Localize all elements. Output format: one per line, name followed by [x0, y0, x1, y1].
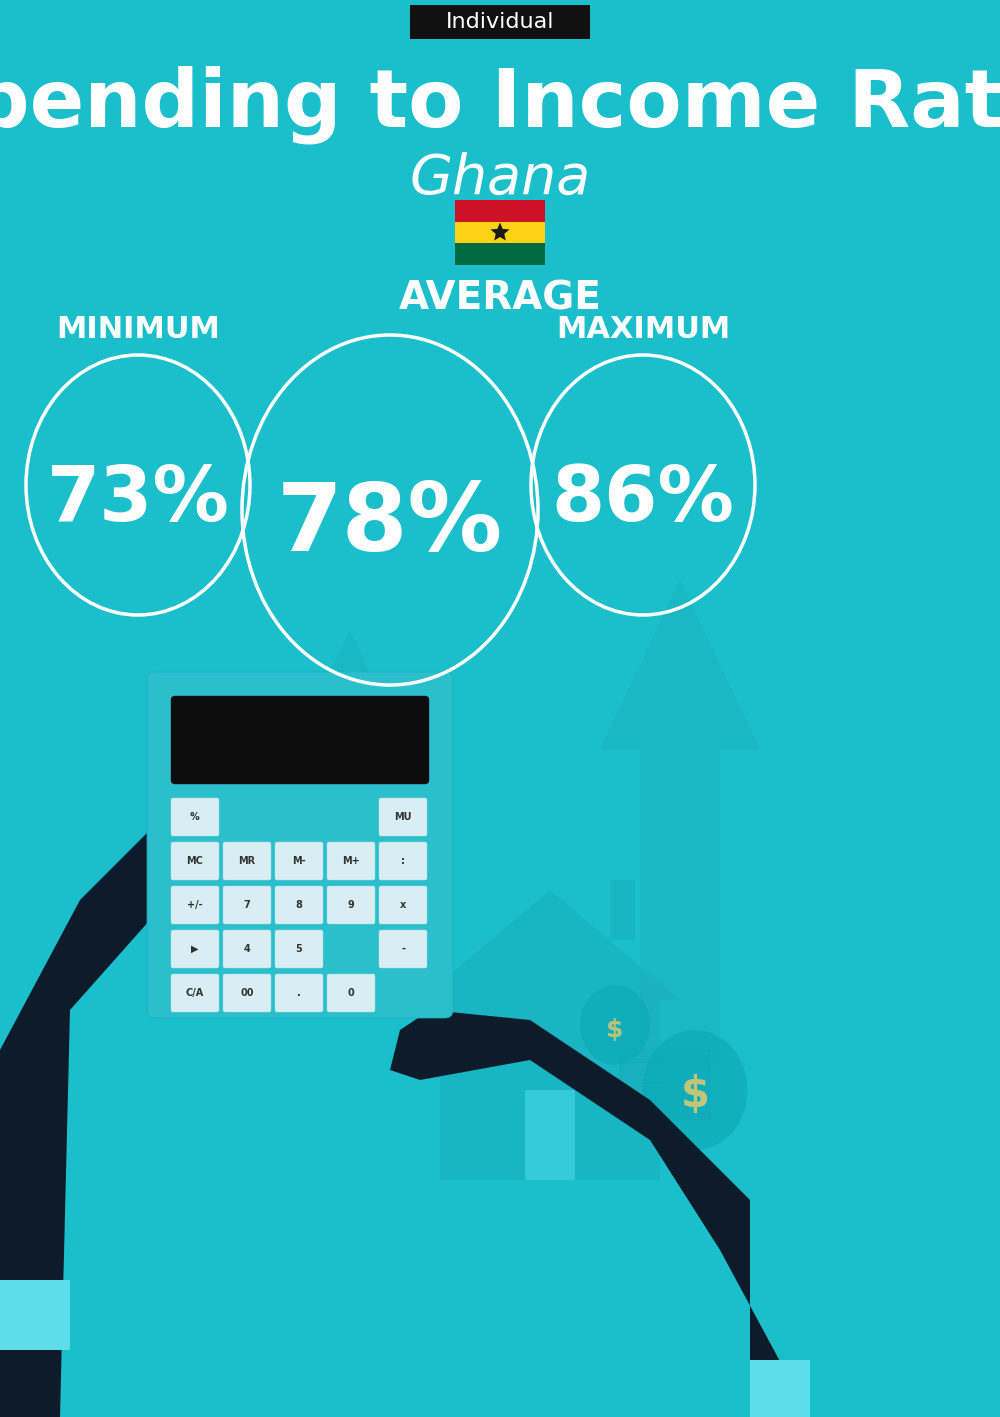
Ellipse shape: [642, 1030, 748, 1151]
Text: MR: MR: [238, 856, 256, 866]
FancyBboxPatch shape: [327, 973, 375, 1012]
Bar: [455, 221, 545, 244]
Bar: [620, 1061, 710, 1073]
FancyBboxPatch shape: [171, 798, 219, 836]
Bar: [525, 1090, 575, 1180]
Text: AVERAGE: AVERAGE: [399, 279, 601, 317]
Polygon shape: [390, 1010, 810, 1417]
Bar: [620, 1050, 710, 1060]
Text: MC: MC: [187, 856, 203, 866]
Polygon shape: [290, 631, 410, 959]
FancyBboxPatch shape: [275, 930, 323, 968]
FancyBboxPatch shape: [379, 930, 427, 968]
Polygon shape: [490, 222, 510, 241]
FancyBboxPatch shape: [171, 930, 219, 968]
FancyBboxPatch shape: [379, 798, 427, 836]
Text: 00: 00: [240, 988, 254, 998]
FancyBboxPatch shape: [275, 886, 323, 924]
Polygon shape: [600, 580, 760, 1070]
Bar: [455, 200, 545, 221]
Text: $: $: [680, 1074, 710, 1117]
Text: .: .: [297, 988, 301, 998]
Text: 7: 7: [244, 900, 250, 910]
Text: MAXIMUM: MAXIMUM: [556, 316, 730, 344]
Text: +/-: +/-: [187, 900, 203, 910]
Polygon shape: [0, 779, 330, 1417]
Text: M-: M-: [292, 856, 306, 866]
Bar: [620, 1110, 710, 1119]
Ellipse shape: [580, 985, 650, 1066]
FancyBboxPatch shape: [223, 930, 271, 968]
FancyBboxPatch shape: [223, 886, 271, 924]
Text: Individual: Individual: [446, 11, 554, 33]
FancyBboxPatch shape: [223, 842, 271, 880]
FancyBboxPatch shape: [147, 672, 453, 1017]
FancyBboxPatch shape: [327, 842, 375, 880]
Text: M+: M+: [342, 856, 360, 866]
Text: :: :: [401, 856, 405, 866]
FancyBboxPatch shape: [379, 886, 427, 924]
Text: 86%: 86%: [552, 463, 734, 537]
Text: C/A: C/A: [186, 988, 204, 998]
Polygon shape: [750, 1360, 810, 1417]
Text: -: -: [401, 944, 405, 954]
FancyBboxPatch shape: [410, 6, 590, 40]
Text: x: x: [400, 900, 406, 910]
Text: 4: 4: [244, 944, 250, 954]
Text: 0: 0: [348, 988, 354, 998]
Bar: [610, 880, 635, 939]
Text: ▶: ▶: [191, 944, 199, 954]
Text: $: $: [606, 1017, 624, 1041]
FancyBboxPatch shape: [171, 842, 219, 880]
Text: MINIMUM: MINIMUM: [56, 316, 220, 344]
Bar: [455, 244, 545, 265]
Text: 73%: 73%: [47, 463, 229, 537]
FancyBboxPatch shape: [171, 973, 219, 1012]
FancyBboxPatch shape: [379, 842, 427, 880]
FancyBboxPatch shape: [171, 696, 429, 784]
Text: 5: 5: [296, 944, 302, 954]
Text: 8: 8: [296, 900, 302, 910]
FancyBboxPatch shape: [275, 842, 323, 880]
FancyBboxPatch shape: [327, 886, 375, 924]
FancyBboxPatch shape: [275, 973, 323, 1012]
Bar: [620, 1098, 710, 1108]
Text: 9: 9: [348, 900, 354, 910]
Text: %: %: [190, 812, 200, 822]
Text: Spending to Income Ratio: Spending to Income Ratio: [0, 65, 1000, 145]
Text: MU: MU: [394, 812, 412, 822]
Bar: [620, 1074, 710, 1084]
Bar: [440, 1000, 660, 1180]
Polygon shape: [0, 1280, 70, 1350]
Bar: [620, 1085, 710, 1095]
Polygon shape: [420, 890, 680, 1000]
Text: 78%: 78%: [277, 479, 503, 571]
FancyBboxPatch shape: [223, 973, 271, 1012]
Text: Ghana: Ghana: [409, 152, 591, 204]
FancyBboxPatch shape: [171, 886, 219, 924]
